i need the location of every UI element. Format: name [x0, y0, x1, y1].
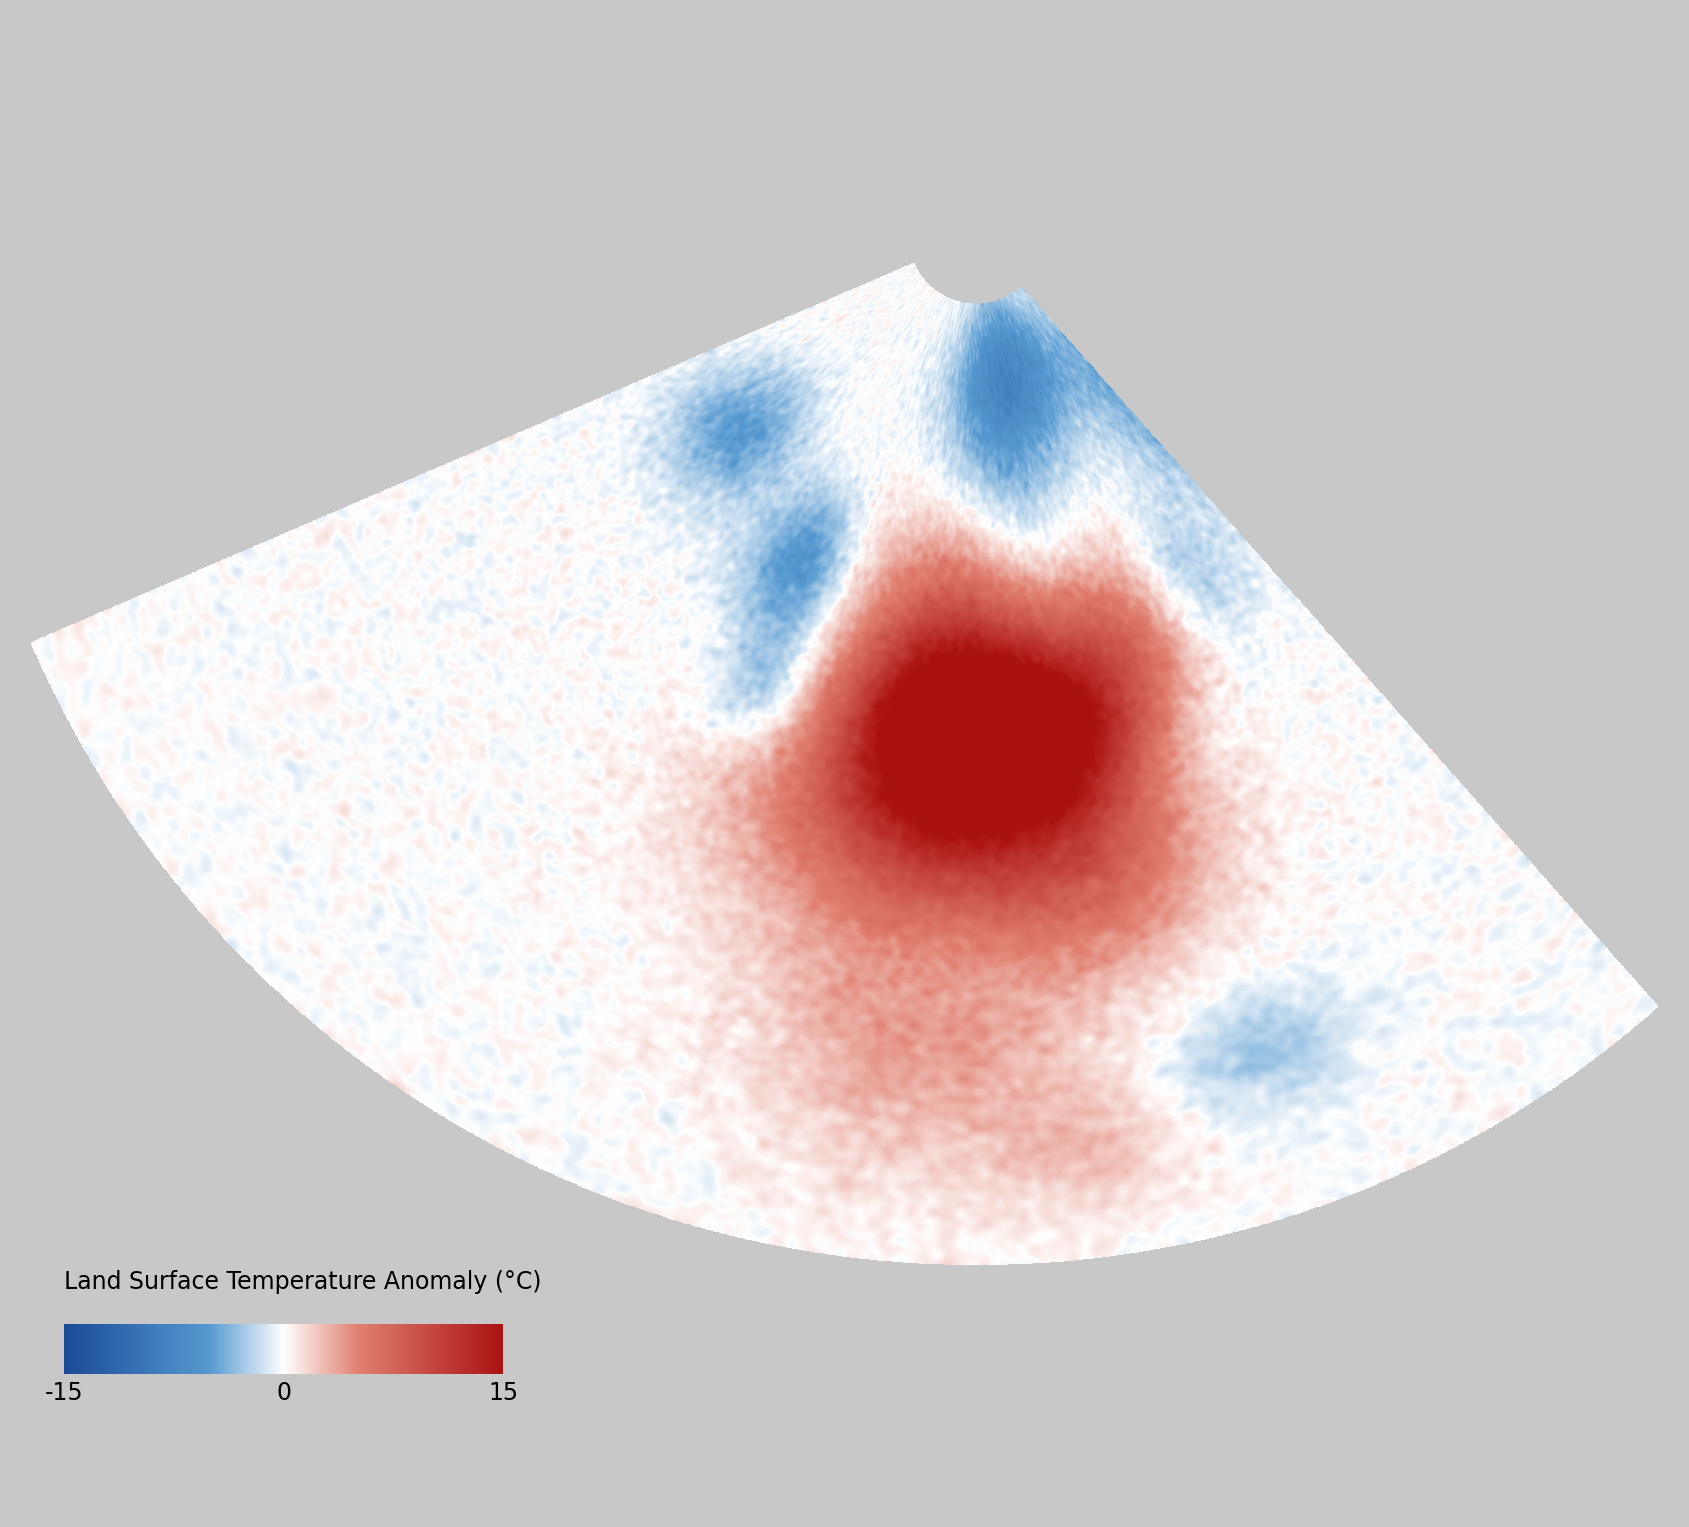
Text: Land Surface Temperature Anomaly (°C): Land Surface Temperature Anomaly (°C): [64, 1269, 542, 1293]
